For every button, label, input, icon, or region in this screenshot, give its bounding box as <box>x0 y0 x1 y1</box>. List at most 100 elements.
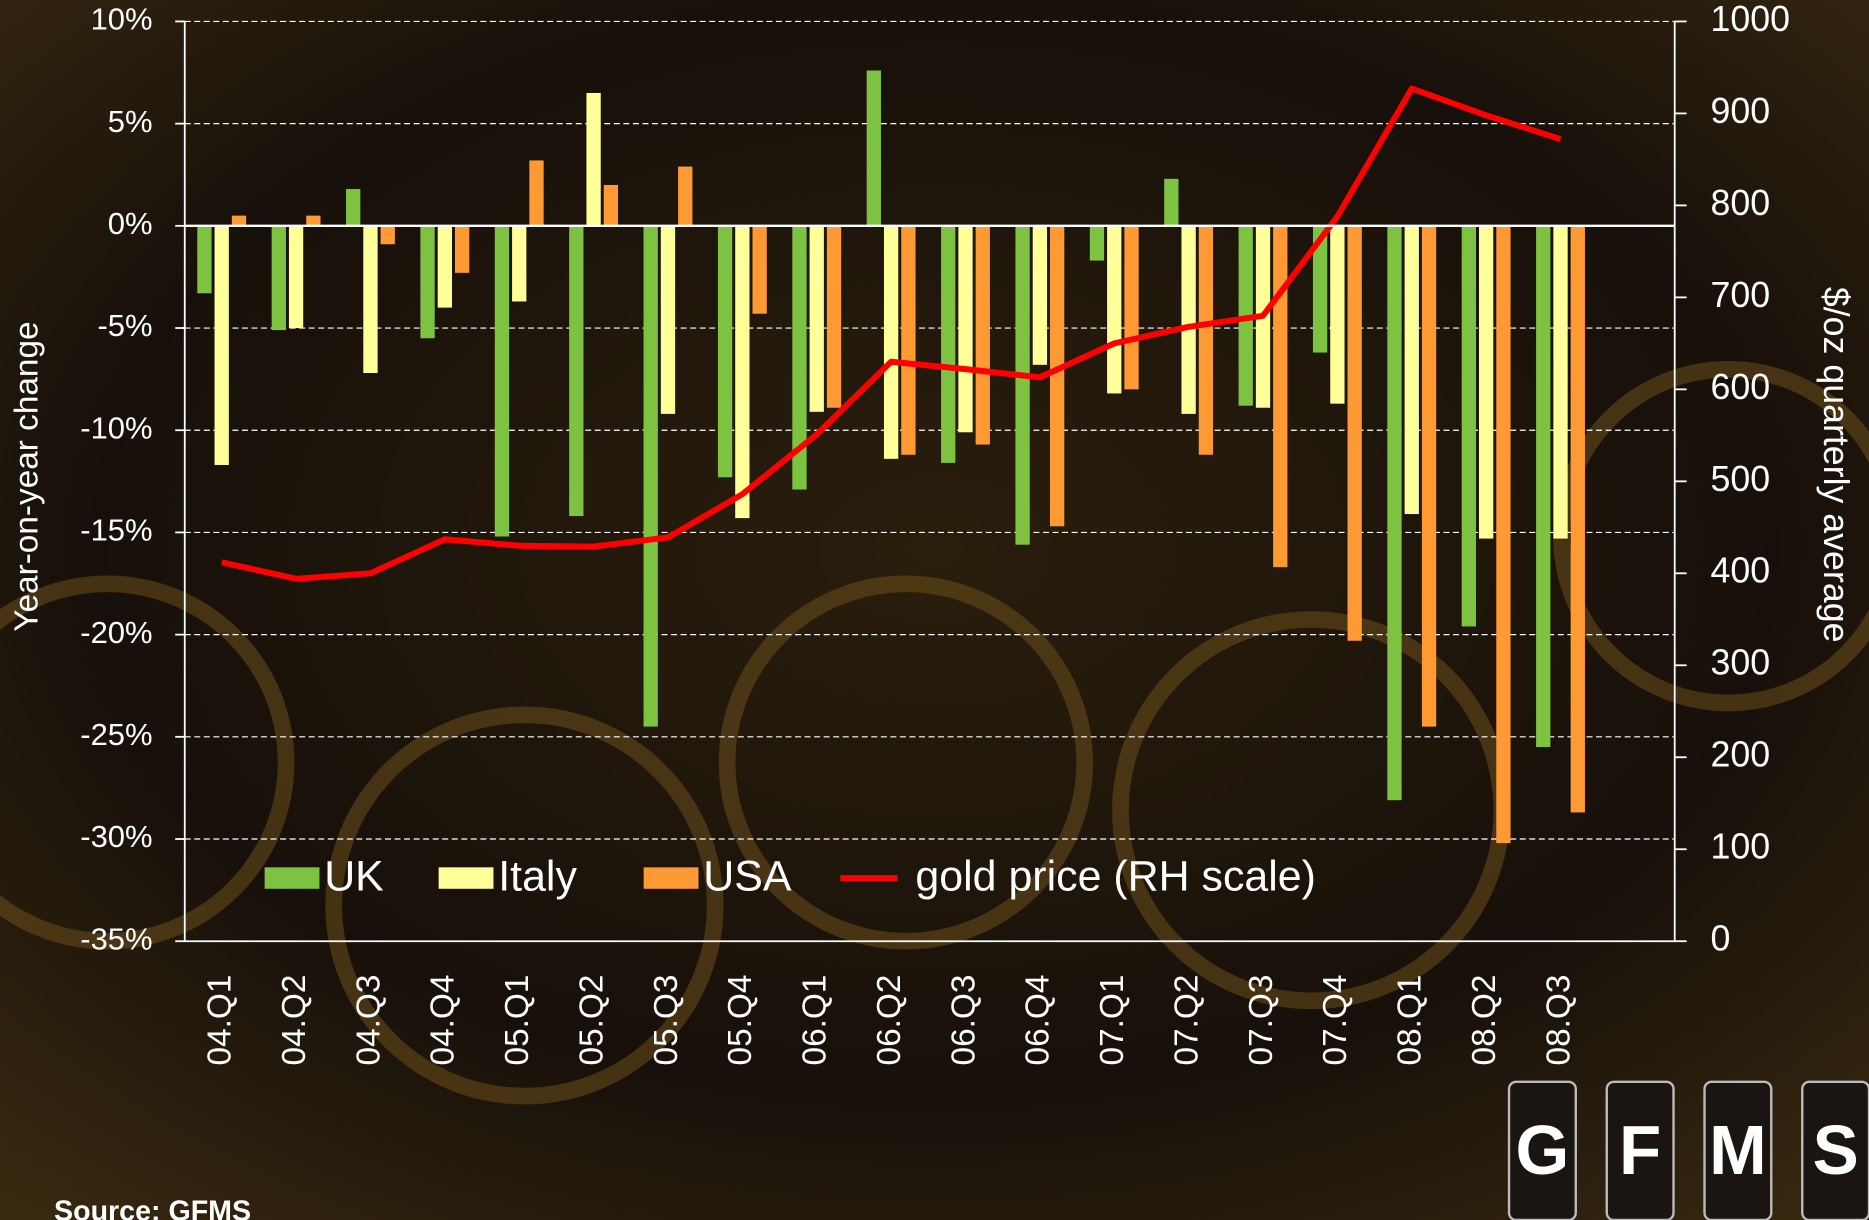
bar <box>678 166 693 226</box>
bar <box>214 225 229 465</box>
y2-tick-label: 200 <box>1710 735 1770 775</box>
bar <box>1347 225 1362 641</box>
bar <box>809 225 824 412</box>
y-tick-label: -5% <box>97 308 152 343</box>
bar <box>512 225 527 302</box>
bar <box>603 184 619 226</box>
x-tick-label: 04.Q4 <box>425 975 462 1066</box>
bar <box>569 225 584 517</box>
bar <box>941 225 956 463</box>
bar <box>271 225 286 331</box>
y2-tick-label: 600 <box>1710 367 1770 407</box>
logo-box <box>1801 1080 1869 1220</box>
bar <box>1032 225 1048 365</box>
line <box>221 85 1562 582</box>
bar <box>1330 225 1345 404</box>
legend-label: USA <box>703 853 792 901</box>
bar <box>231 215 247 226</box>
bar <box>1050 225 1065 527</box>
y-axis-title: Year-on-year change <box>8 321 45 631</box>
x-tick-label: 07.Q2 <box>1168 975 1205 1066</box>
x-tick-label: 04.Q3 <box>350 975 387 1066</box>
bar <box>1164 178 1179 226</box>
logo-letter: S <box>1813 1111 1859 1189</box>
legend-swatch <box>643 867 699 889</box>
y-tick-label: -35% <box>80 921 152 956</box>
y2-tick-label: 700 <box>1710 275 1770 315</box>
bar <box>826 225 842 408</box>
bar <box>975 225 990 445</box>
bar <box>1421 225 1437 727</box>
bar <box>901 225 916 455</box>
bar <box>1312 225 1328 353</box>
y-tick-label: 0% <box>108 206 153 241</box>
bar <box>1461 225 1477 627</box>
bar <box>1198 225 1214 455</box>
bar <box>660 225 676 414</box>
bar <box>529 160 544 226</box>
bar <box>717 225 733 478</box>
logo-box <box>1507 1080 1577 1220</box>
y-tick-label: -20% <box>80 615 152 650</box>
bar <box>1107 225 1122 394</box>
bar <box>1015 225 1030 545</box>
bar <box>1181 225 1196 414</box>
y-tick-label: 5% <box>108 104 153 139</box>
bar <box>454 225 470 273</box>
bar <box>643 225 658 727</box>
x-tick-label: 06.Q4 <box>1020 975 1057 1066</box>
bar <box>586 92 601 226</box>
bar <box>363 225 378 374</box>
logo-box <box>1605 1080 1675 1220</box>
bar <box>1124 225 1139 390</box>
bar <box>1478 225 1494 539</box>
x-tick-label: 07.Q3 <box>1243 975 1280 1066</box>
x-tick-label: 06.Q2 <box>871 975 908 1066</box>
x-tick-label: 04.Q1 <box>202 975 239 1066</box>
bar <box>346 189 361 226</box>
y2-tick-label: 300 <box>1710 643 1770 683</box>
bar <box>288 225 304 329</box>
bar <box>752 225 767 314</box>
y-tick-label: -10% <box>80 410 152 445</box>
y2-tick-label: 400 <box>1710 551 1770 591</box>
bar <box>197 225 212 294</box>
bar <box>958 225 973 433</box>
logo-letter: F <box>1619 1111 1661 1189</box>
bar <box>306 215 321 226</box>
x-tick-label: 04.Q2 <box>276 975 313 1066</box>
y2-tick-label: 500 <box>1710 459 1770 499</box>
x-tick-label: 06.Q1 <box>797 975 834 1066</box>
logo-letter: M <box>1709 1111 1767 1189</box>
x-tick-label: 08.Q1 <box>1392 975 1429 1066</box>
bar <box>380 225 395 245</box>
x-tick-label: 06.Q3 <box>945 975 982 1066</box>
bar <box>866 70 881 226</box>
y2-tick-label: 1000 <box>1710 0 1790 39</box>
y2-tick-label: 900 <box>1710 91 1770 131</box>
logo-letter: G <box>1516 1111 1570 1189</box>
y-tick-label: -25% <box>80 717 152 752</box>
bar <box>420 225 435 339</box>
logo-box <box>1703 1080 1773 1220</box>
x-tick-label: 05.Q2 <box>573 975 610 1066</box>
bar <box>1570 225 1585 813</box>
bar <box>792 225 807 490</box>
bar <box>1496 225 1511 844</box>
legend-label: UK <box>324 853 384 901</box>
bar <box>1387 225 1402 801</box>
legend-label: Italy <box>498 853 577 901</box>
x-tick-label: 07.Q4 <box>1317 975 1354 1066</box>
y-tick-label: 10% <box>91 2 153 37</box>
legend-swatch <box>264 867 320 889</box>
x-tick-label: 05.Q3 <box>648 975 685 1066</box>
bar <box>1536 225 1551 748</box>
bar <box>735 225 750 519</box>
x-tick-label: 05.Q1 <box>499 975 536 1066</box>
bar <box>437 225 452 308</box>
y2-tick-label: 800 <box>1710 183 1770 223</box>
y-tick-label: -15% <box>80 513 152 548</box>
legend-label: gold price (RH scale) <box>915 853 1316 901</box>
